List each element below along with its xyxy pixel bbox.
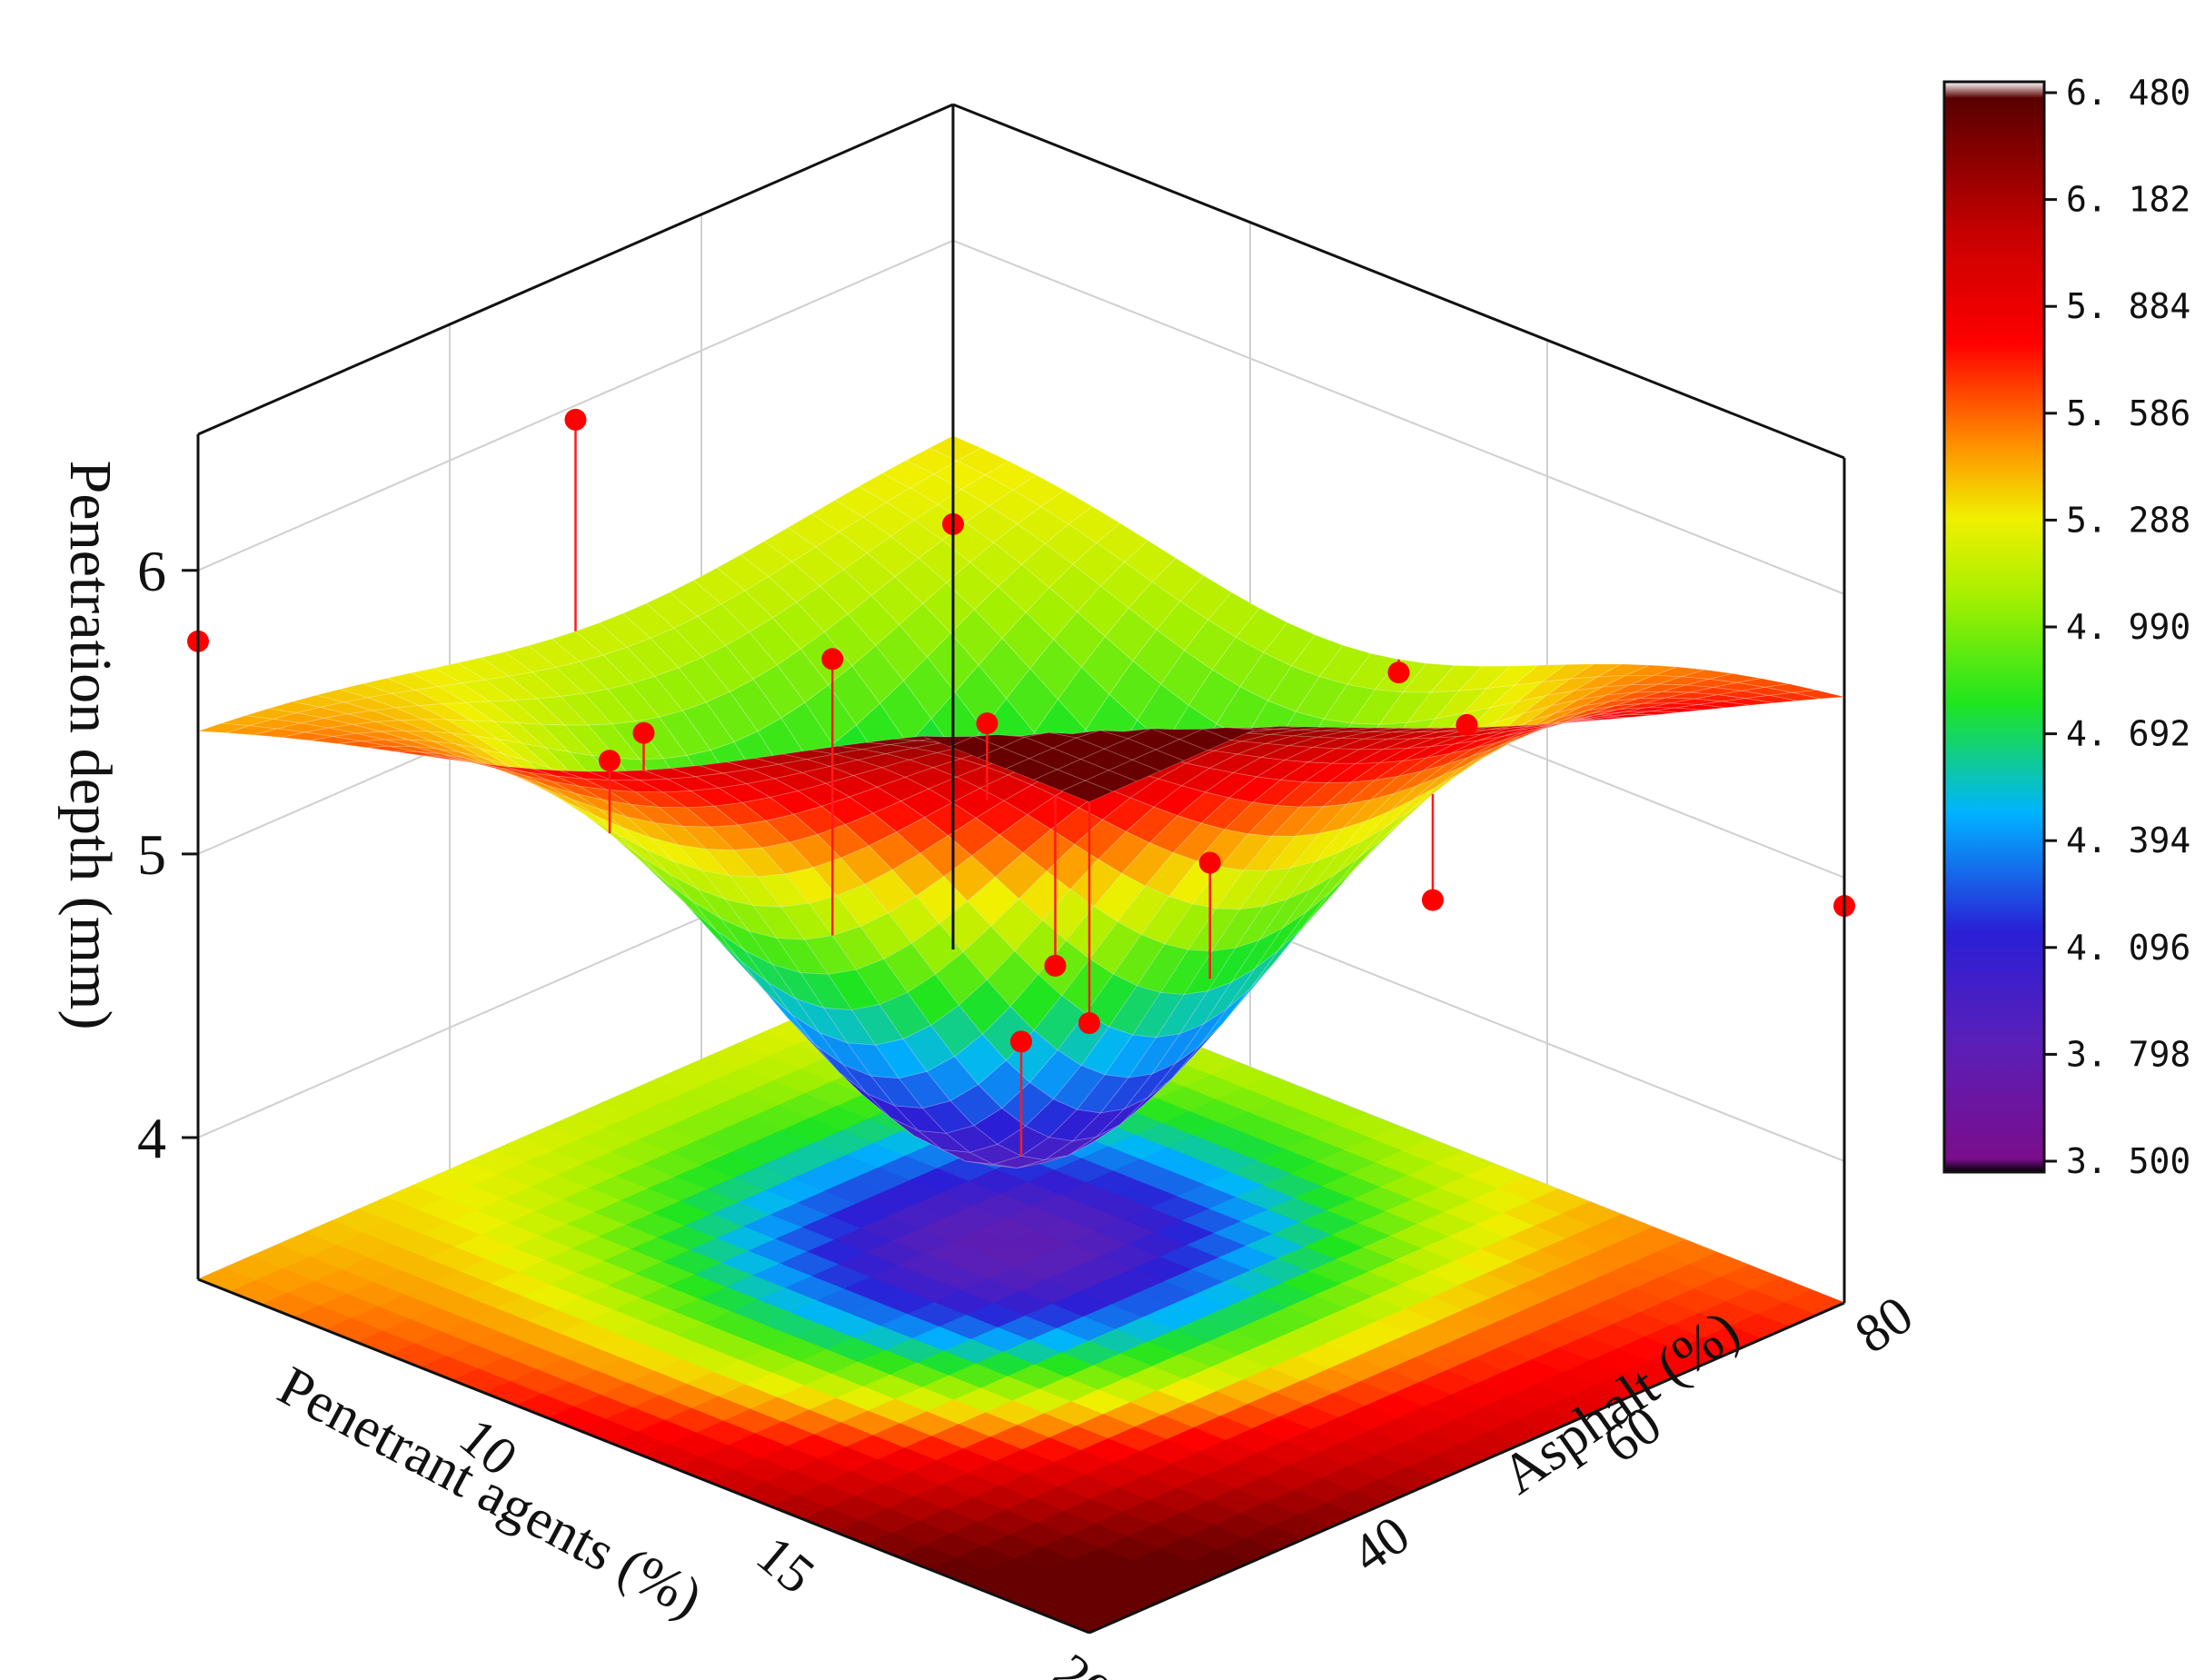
design-point — [976, 712, 998, 735]
z-axis-title: Penetration depth (mm) — [57, 461, 124, 1030]
z-tick-label: 5 — [137, 822, 166, 887]
grid-line — [197, 239, 954, 572]
design-point — [1044, 954, 1067, 977]
design-point — [1198, 851, 1221, 874]
z-tick-label: 4 — [137, 1106, 166, 1170]
colorbar-tick-label: 4. 692 — [2066, 714, 2190, 754]
x-axis-line — [197, 1277, 1090, 1635]
design-point — [1078, 1012, 1100, 1035]
design-point — [821, 648, 844, 671]
colorbar-tick-label: 4. 394 — [2066, 820, 2190, 860]
colorbar-tick-label: 6. 182 — [2066, 180, 2190, 220]
colorbar-tick-label: 3. 798 — [2066, 1034, 2190, 1074]
colorbar-tick-label: 3. 500 — [2066, 1141, 2190, 1181]
design-point — [1387, 661, 1410, 684]
design-point — [564, 408, 587, 431]
colorbar-tick-label: 5. 884 — [2066, 286, 2190, 326]
colorbar-tick-label: 5. 288 — [2066, 500, 2190, 540]
top-edge-right — [952, 103, 1845, 460]
surface-cell — [1060, 780, 1115, 803]
surface — [197, 435, 1845, 1168]
design-point — [632, 721, 655, 744]
colorbar-tick-label: 6. 480 — [2066, 73, 2190, 113]
surface-cell — [1485, 724, 1538, 731]
colorbar-tick-label: 4. 096 — [2066, 928, 2190, 968]
design-point — [1010, 1030, 1032, 1053]
colorbar-tick-label: 4. 990 — [2066, 607, 2190, 647]
design-point — [1422, 889, 1444, 911]
x-tick-label: 20 — [1043, 1642, 1123, 1680]
colorbar-tick-label: 5. 586 — [2066, 393, 2190, 433]
surface-cell — [1556, 719, 1609, 724]
y-tick-label: 80 — [1844, 1284, 1923, 1364]
top-edge-left — [197, 103, 954, 436]
y-axis-line — [1088, 1301, 1845, 1635]
grid-line — [952, 239, 1845, 595]
surface-cell — [1722, 698, 1774, 706]
colorbar: 6. 480 6. 182 5. 884 5. 586 5. 288 4. 990 4. 6… — [1942, 73, 2190, 1181]
x-tick-label: 15 — [746, 1524, 826, 1605]
z-tick-label: 6 — [137, 539, 166, 603]
design-point — [1455, 713, 1478, 736]
floor-contour — [196, 949, 1846, 1634]
axis-frame — [196, 103, 1846, 1635]
design-point — [599, 750, 621, 772]
colorbar-gradient — [1942, 80, 2046, 1174]
